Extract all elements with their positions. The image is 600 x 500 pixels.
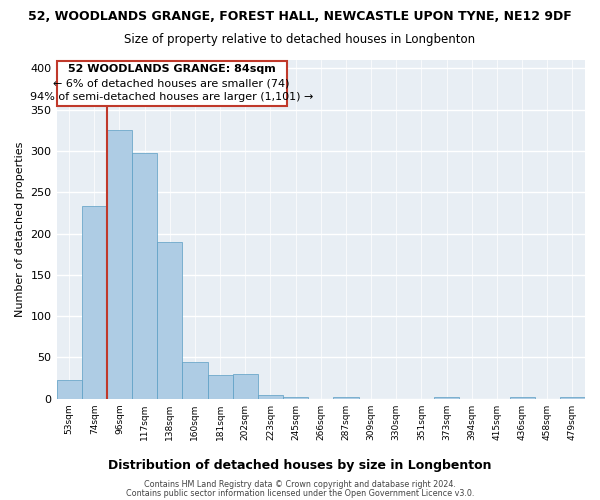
Bar [560,397,585,399]
Bar [258,394,283,399]
Bar [334,397,359,399]
Text: 94% of semi-detached houses are larger (1,101) →: 94% of semi-detached houses are larger (… [30,92,313,102]
Bar [208,375,233,399]
Bar [157,242,182,399]
Bar [56,380,82,399]
Bar [233,374,258,399]
Text: Distribution of detached houses by size in Longbenton: Distribution of detached houses by size … [108,460,492,472]
Y-axis label: Number of detached properties: Number of detached properties [15,142,25,317]
Text: 52 WOODLANDS GRANGE: 84sqm: 52 WOODLANDS GRANGE: 84sqm [68,64,275,74]
Bar [132,154,157,399]
Bar [509,397,535,399]
Bar [82,206,107,399]
Bar [283,397,308,399]
Text: Contains public sector information licensed under the Open Government Licence v3: Contains public sector information licen… [126,488,474,498]
Text: Contains HM Land Registry data © Crown copyright and database right 2024.: Contains HM Land Registry data © Crown c… [144,480,456,489]
Text: Size of property relative to detached houses in Longbenton: Size of property relative to detached ho… [124,32,476,46]
Bar [434,397,459,399]
Text: ← 6% of detached houses are smaller (74): ← 6% of detached houses are smaller (74) [53,78,290,88]
Bar [182,362,208,399]
Text: 52, WOODLANDS GRANGE, FOREST HALL, NEWCASTLE UPON TYNE, NE12 9DF: 52, WOODLANDS GRANGE, FOREST HALL, NEWCA… [28,10,572,23]
Bar [107,130,132,399]
